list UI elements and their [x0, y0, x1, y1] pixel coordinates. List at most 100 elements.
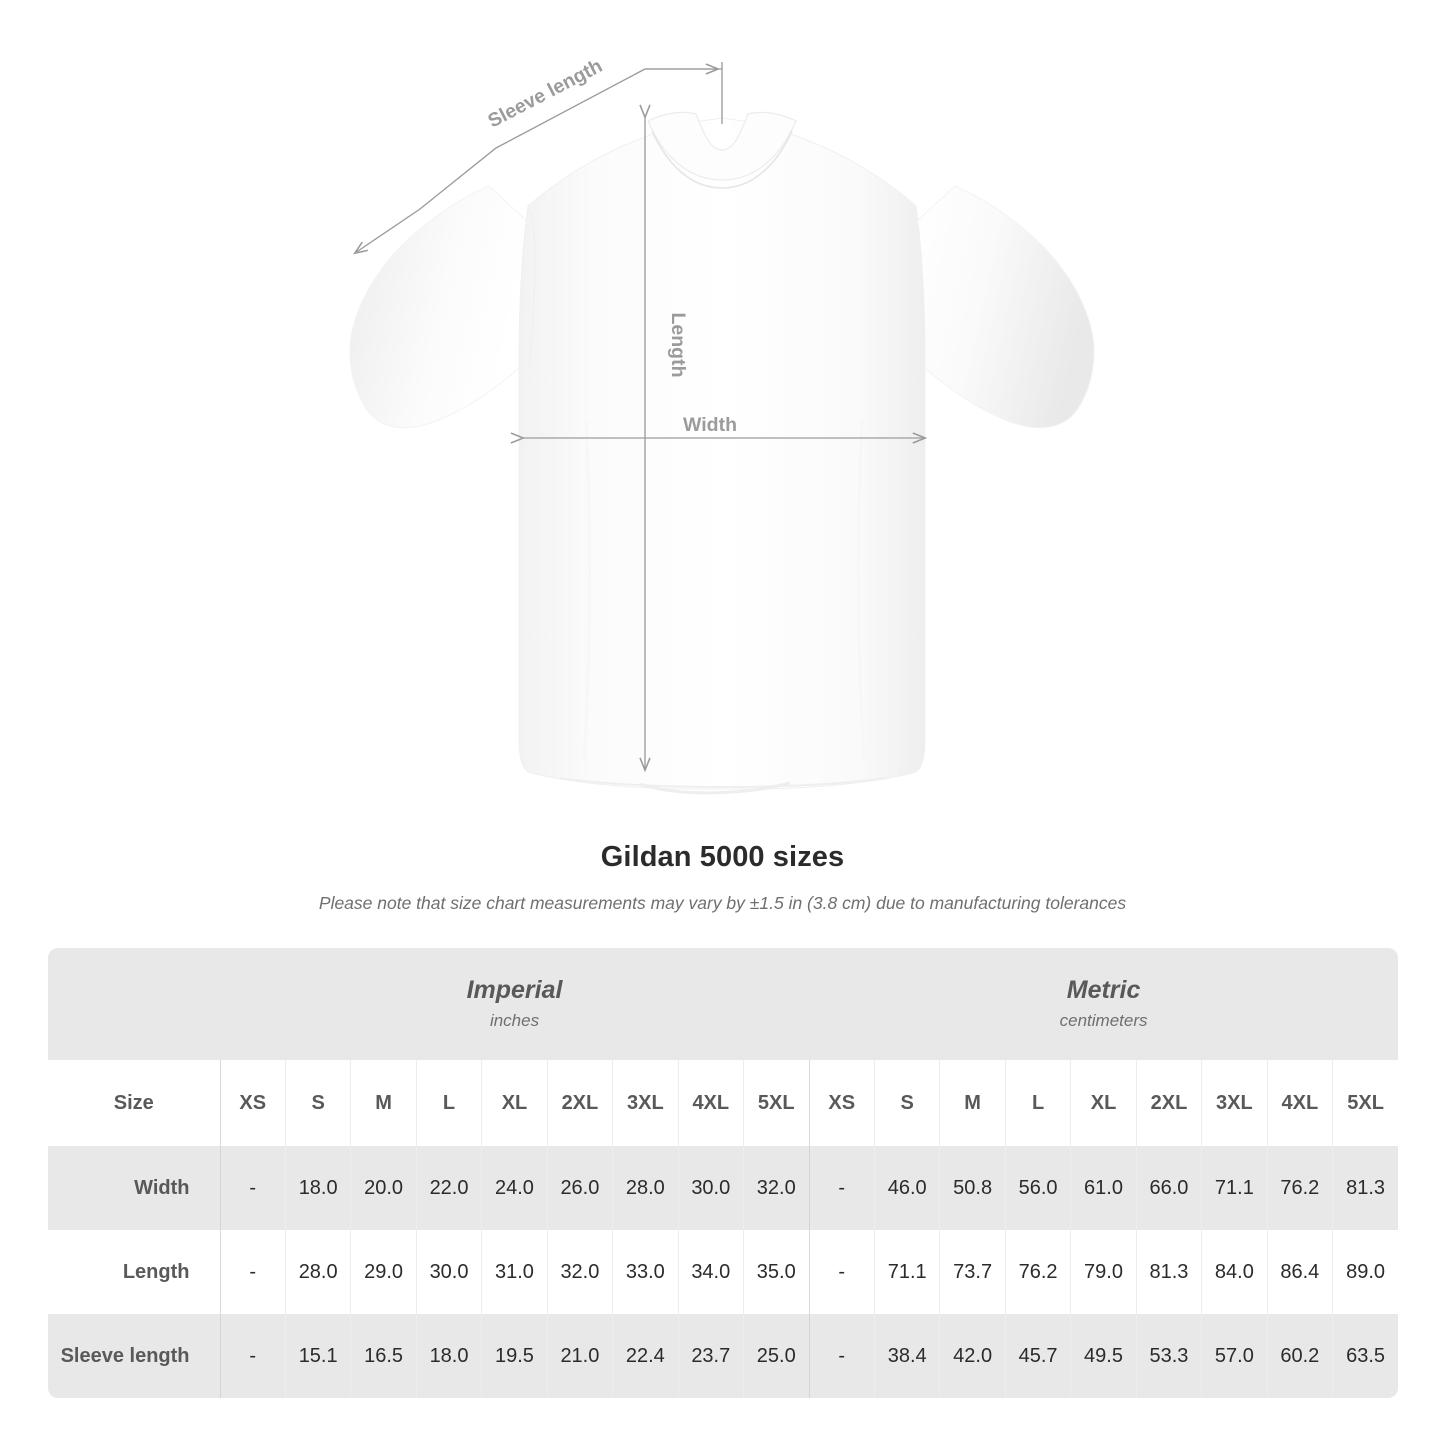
- cell-length-imperial-s: 28.0: [284, 1230, 351, 1314]
- cell-length-imperial-4xl: 34.0: [677, 1230, 744, 1314]
- cell-sleeve-length-imperial-3xl: 22.4: [612, 1314, 679, 1398]
- cell-length-metric-3xl: 84.0: [1201, 1230, 1268, 1314]
- cell-width-imperial-xs: -: [219, 1146, 286, 1230]
- cell-width-imperial-5xl: 32.0: [743, 1146, 810, 1230]
- cell-width-metric-s: 46.0: [873, 1146, 940, 1230]
- cell-sleeve-length-metric-5xl: 63.5: [1332, 1314, 1399, 1398]
- size-header-metric-xs: XS: [808, 1060, 875, 1146]
- cell-length-metric-4xl: 86.4: [1266, 1230, 1333, 1314]
- cell-sleeve-length-imperial-5xl: 25.0: [743, 1314, 810, 1398]
- length-label: Length: [667, 313, 689, 378]
- cell-sleeve-length-imperial-m: 16.5: [350, 1314, 417, 1398]
- cell-width-imperial-m: 20.0: [350, 1146, 417, 1230]
- cell-length-imperial-xs: -: [219, 1230, 286, 1314]
- cell-sleeve-length-imperial-s: 15.1: [284, 1314, 351, 1398]
- size-header-imperial-xl: XL: [481, 1060, 548, 1146]
- table-row: Sleeve length -15.1 16.5 18.0 19.5 21.0 22.4 23…: [48, 1314, 1399, 1398]
- cell-sleeve-length-imperial-4xl: 23.7: [677, 1314, 744, 1398]
- size-header-imperial-5xl: 5XL: [743, 1060, 810, 1146]
- cell-width-metric-l: 56.0: [1004, 1146, 1071, 1230]
- unit-header-metric: Metric centimeters: [809, 948, 1399, 1060]
- cell-length-metric-xs: -: [808, 1230, 875, 1314]
- table-row: Width -18.0 20.0 22.0 24.0 26.0 28.0 30.0 32.0-4…: [48, 1146, 1399, 1230]
- size-header-metric-5xl: 5XL: [1332, 1060, 1399, 1146]
- cell-width-imperial-2xl: 26.0: [546, 1146, 613, 1230]
- cell-width-imperial-l: 22.0: [415, 1146, 482, 1230]
- size-header-metric-l: L: [1004, 1060, 1071, 1146]
- size-header-imperial-4xl: 4XL: [677, 1060, 744, 1146]
- cell-width-metric-5xl: 81.3: [1332, 1146, 1399, 1230]
- cell-length-imperial-m: 29.0: [350, 1230, 417, 1314]
- cell-sleeve-length-metric-4xl: 60.2: [1266, 1314, 1333, 1398]
- cell-width-imperial-xl: 24.0: [481, 1146, 548, 1230]
- unit-subtitle: centimeters: [1059, 1011, 1148, 1030]
- size-header-metric-2xl: 2XL: [1135, 1060, 1202, 1146]
- cell-length-metric-5xl: 89.0: [1332, 1230, 1399, 1314]
- sleeve-length-label: Sleeve length: [484, 55, 606, 133]
- tshirt-graphic: [349, 111, 1095, 795]
- cell-length-imperial-2xl: 32.0: [546, 1230, 613, 1314]
- page-title: Gildan 5000 sizes: [600, 841, 845, 873]
- unit-subtitle: inches: [489, 1011, 540, 1030]
- cell-length-metric-xl: 79.0: [1070, 1230, 1137, 1314]
- size-header-imperial-2xl: 2XL: [546, 1060, 613, 1146]
- cell-sleeve-length-metric-xl: 49.5: [1070, 1314, 1137, 1398]
- cell-width-metric-xl: 61.0: [1070, 1146, 1137, 1230]
- tshirt-illustration: Sleeve length Length Width: [349, 55, 1095, 795]
- cell-sleeve-length-imperial-xl: 19.5: [481, 1314, 548, 1398]
- cell-length-imperial-3xl: 33.0: [612, 1230, 679, 1314]
- cell-sleeve-length-metric-2xl: 53.3: [1135, 1314, 1202, 1398]
- size-header-metric-3xl: 3XL: [1201, 1060, 1268, 1146]
- cell-length-metric-s: 71.1: [873, 1230, 940, 1314]
- cell-width-imperial-s: 18.0: [284, 1146, 351, 1230]
- row-label-length: Length: [48, 1230, 220, 1314]
- cell-length-imperial-5xl: 35.0: [743, 1230, 810, 1314]
- unit-header-row: Imperial inches Metric centimeters: [48, 948, 1399, 1060]
- size-header-metric-xl: XL: [1070, 1060, 1137, 1146]
- cell-width-metric-4xl: 76.2: [1266, 1146, 1333, 1230]
- size-header-imperial-xs: XS: [219, 1060, 286, 1146]
- chart-title-block: Gildan 5000 sizes Please note that size …: [0, 838, 1445, 916]
- tolerance-note: Please note that size chart measurements…: [318, 893, 1127, 913]
- size-header-row: Size XS S M L XL 2XL 3XL 4XL 5XL XS S M L XL 2XL 3XL 4XL 5…: [48, 1060, 1399, 1146]
- cell-width-metric-xs: -: [808, 1146, 875, 1230]
- cell-width-metric-2xl: 66.0: [1135, 1146, 1202, 1230]
- cell-sleeve-length-metric-3xl: 57.0: [1201, 1314, 1268, 1398]
- size-header-metric-4xl: 4XL: [1266, 1060, 1333, 1146]
- cell-length-imperial-xl: 31.0: [481, 1230, 548, 1314]
- cell-width-imperial-3xl: 28.0: [612, 1146, 679, 1230]
- cell-sleeve-length-metric-s: 38.4: [873, 1314, 940, 1398]
- cell-sleeve-length-imperial-l: 18.0: [415, 1314, 482, 1398]
- size-header-metric-m: M: [939, 1060, 1006, 1146]
- unit-header-imperial: Imperial inches: [220, 948, 810, 1060]
- size-header-imperial-m: M: [350, 1060, 417, 1146]
- unit-header-spacer: [48, 948, 220, 1060]
- size-chart-table: Imperial inches Metric centimeters Size XS S M L…: [48, 948, 1399, 1398]
- dimension-lines: [355, 62, 925, 770]
- table-row: Length -28.0 29.0 30.0 31.0 32.0 33.0 34.0 35.0-…: [48, 1230, 1399, 1314]
- cell-sleeve-length-imperial-2xl: 21.0: [546, 1314, 613, 1398]
- width-label: Width: [683, 414, 737, 436]
- size-header-imperial-l: L: [415, 1060, 482, 1146]
- cell-length-metric-l: 76.2: [1004, 1230, 1071, 1314]
- cell-width-metric-m: 50.8: [939, 1146, 1006, 1230]
- cell-length-metric-m: 73.7: [939, 1230, 1006, 1314]
- cell-length-metric-2xl: 81.3: [1135, 1230, 1202, 1314]
- size-column-header: Size: [48, 1060, 220, 1146]
- size-header-imperial-s: S: [284, 1060, 351, 1146]
- sleeve-length-arrow: [355, 68, 646, 253]
- cell-sleeve-length-metric-m: 42.0: [939, 1314, 1006, 1398]
- cell-sleeve-length-metric-xs: -: [808, 1314, 875, 1398]
- cell-sleeve-length-metric-l: 45.7: [1004, 1314, 1071, 1398]
- size-header-metric-s: S: [873, 1060, 940, 1146]
- unit-name: Imperial: [466, 976, 563, 1004]
- row-label-width: Width: [48, 1146, 220, 1230]
- cell-length-imperial-l: 30.0: [415, 1230, 482, 1314]
- row-label-sleeve-length: Sleeve length: [48, 1314, 220, 1398]
- cell-width-metric-3xl: 71.1: [1201, 1146, 1268, 1230]
- cell-sleeve-length-imperial-xs: -: [219, 1314, 286, 1398]
- cell-width-imperial-4xl: 30.0: [677, 1146, 744, 1230]
- unit-name: Metric: [1066, 976, 1141, 1004]
- size-header-imperial-3xl: 3XL: [612, 1060, 679, 1146]
- size-chart-table-wrapper: Imperial inches Metric centimeters Size XS S M L…: [48, 948, 1399, 1398]
